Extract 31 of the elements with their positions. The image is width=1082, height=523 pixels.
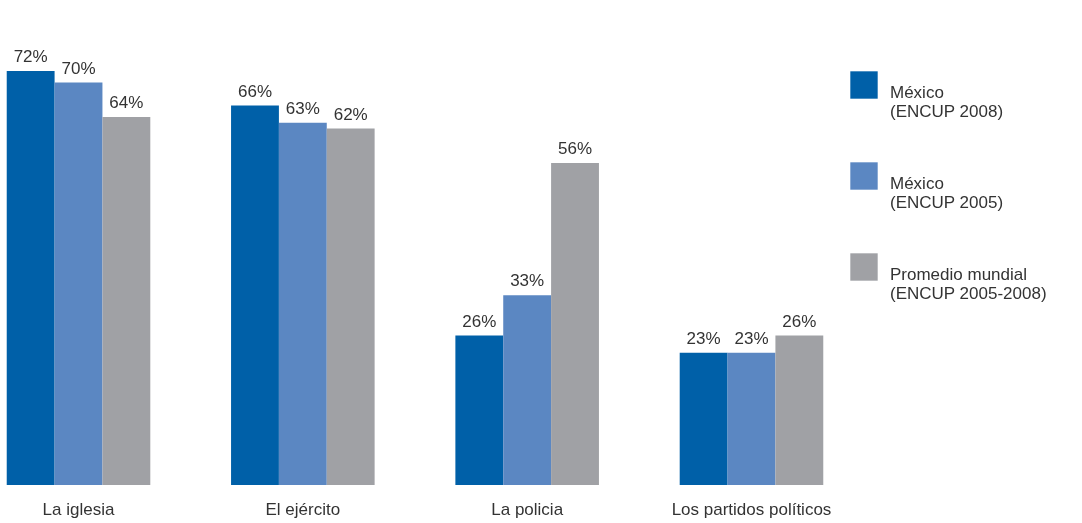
data-label: 63% <box>285 98 320 118</box>
data-label: 70% <box>61 58 96 78</box>
x-tick-label: La policia <box>491 499 564 519</box>
data-label: 72% <box>13 47 48 66</box>
bar <box>54 82 103 485</box>
bar <box>455 335 504 485</box>
data-label: 64% <box>109 93 144 112</box>
data-label: 23% <box>686 328 721 348</box>
legend-label: Promedio mundial (ENCUP 2005-2008) <box>890 265 1047 303</box>
bar <box>6 71 55 485</box>
data-label: 62% <box>333 104 368 124</box>
data-label: 26% <box>782 311 817 331</box>
data-label: 33% <box>510 271 545 291</box>
x-tick-label: La iglesia <box>42 499 115 519</box>
bar <box>551 163 599 485</box>
bar <box>326 128 375 485</box>
x-tick-label: Los partidos políticos <box>671 499 832 519</box>
data-label: 23% <box>734 328 769 348</box>
data-label: 66% <box>237 81 272 101</box>
x-tick-label: El ejército <box>265 499 341 519</box>
bar <box>102 117 151 485</box>
bar <box>278 122 327 485</box>
bar <box>231 105 279 485</box>
data-label: 56% <box>558 139 593 158</box>
legend-label: México (ENCUP 2008) <box>890 83 1004 121</box>
bar <box>503 295 552 485</box>
data-label: 26% <box>462 311 497 331</box>
legend-label: México (ENCUP 2005) <box>890 174 1004 212</box>
bar <box>679 352 728 485</box>
bar <box>727 352 776 485</box>
bar <box>775 335 824 485</box>
